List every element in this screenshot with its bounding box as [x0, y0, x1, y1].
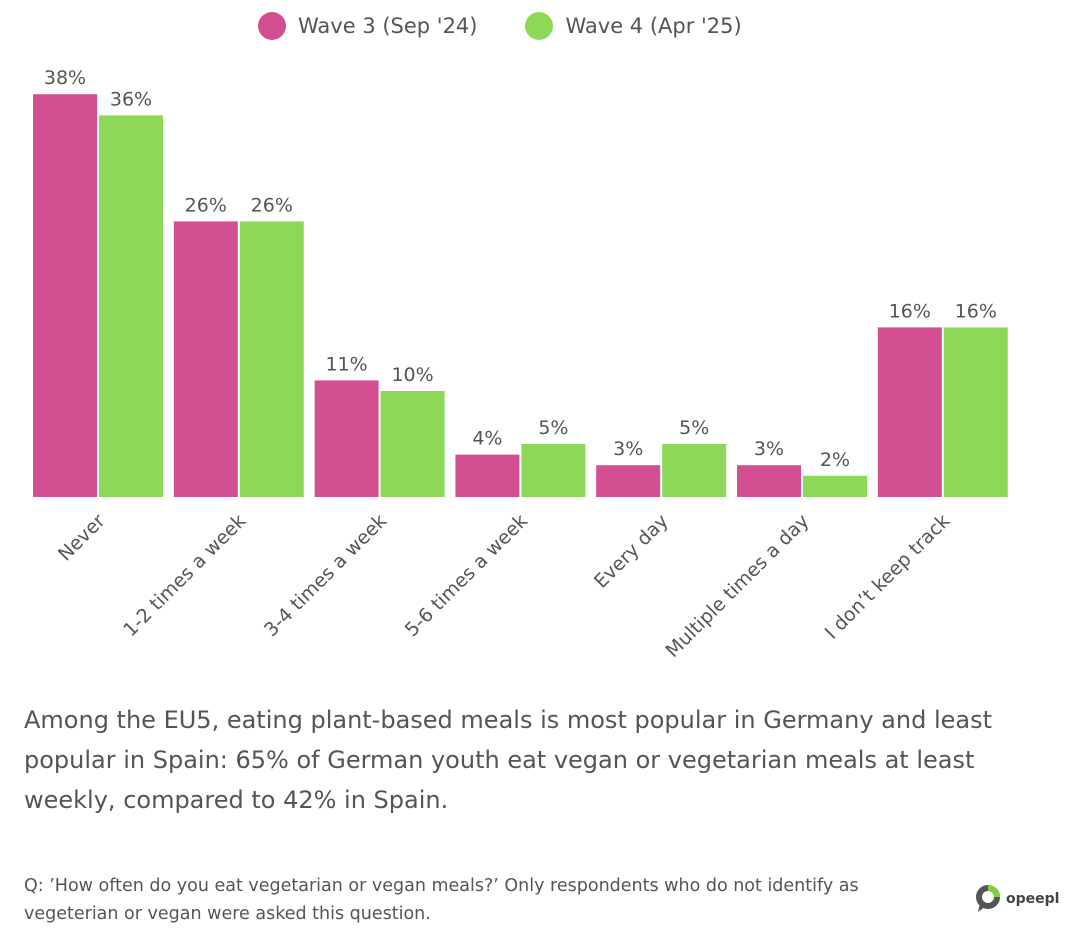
category-label: Every day: [590, 510, 673, 593]
data-label: 16%: [955, 300, 997, 322]
legend-label-wave3: Wave 3 (Sep '24): [298, 14, 478, 38]
data-label: 4%: [472, 428, 502, 450]
bar: [99, 115, 163, 498]
data-label: 5%: [538, 417, 568, 439]
logo-text: opeepl: [1006, 891, 1060, 907]
legend-item-wave3: Wave 3 (Sep '24): [258, 12, 477, 40]
data-label: 36%: [110, 88, 152, 110]
category-label: 5-6 times a week: [401, 510, 532, 641]
bar: [877, 327, 942, 497]
category-label: Multiple times a day: [661, 510, 813, 662]
bar: [521, 444, 586, 497]
legend-swatch-wave4: [525, 12, 554, 40]
data-label: 10%: [391, 364, 433, 386]
chart-caption: Among the EU5, eating plant-based meals …: [24, 706, 992, 814]
data-label: 2%: [820, 449, 850, 471]
bar-chart: 38% 36% Never 26% 26% 1-2 times a week 11% 10% 3…: [33, 67, 1008, 662]
question-note: Q: ’How often do you eat vegetarian or v…: [24, 876, 859, 924]
opeepl-logo: opeepl: [975, 884, 1059, 914]
category-label: I don’t keep track: [821, 510, 955, 644]
category-label: Never: [54, 510, 110, 566]
category-label: 3-4 times a week: [260, 510, 391, 641]
legend-swatch-wave3: [258, 12, 286, 40]
legend: Wave 3 (Sep '24) Wave 4 (Apr '25): [258, 12, 742, 40]
data-label: 5%: [679, 417, 709, 439]
bar: [239, 221, 304, 497]
bar: [943, 327, 1008, 497]
bar: [173, 221, 238, 497]
data-label: 16%: [889, 300, 931, 322]
data-label: 11%: [325, 353, 367, 375]
data-label: 3%: [754, 438, 784, 460]
bar: [803, 475, 867, 497]
bar: [33, 94, 97, 497]
bar: [596, 465, 661, 497]
data-label: 38%: [44, 67, 86, 89]
legend-label-wave4: Wave 4 (Apr '25): [565, 14, 742, 38]
bar: [380, 391, 445, 497]
data-label: 26%: [251, 194, 293, 216]
bar: [737, 465, 801, 497]
legend-item-wave4: Wave 4 (Apr '25): [525, 12, 742, 40]
data-label: 26%: [185, 194, 227, 216]
bar: [455, 454, 520, 497]
bar: [314, 380, 379, 497]
bar: [662, 444, 727, 497]
logo-icon: [976, 885, 1000, 912]
category-label: 1-2 times a week: [119, 510, 250, 641]
data-label: 3%: [613, 438, 643, 460]
